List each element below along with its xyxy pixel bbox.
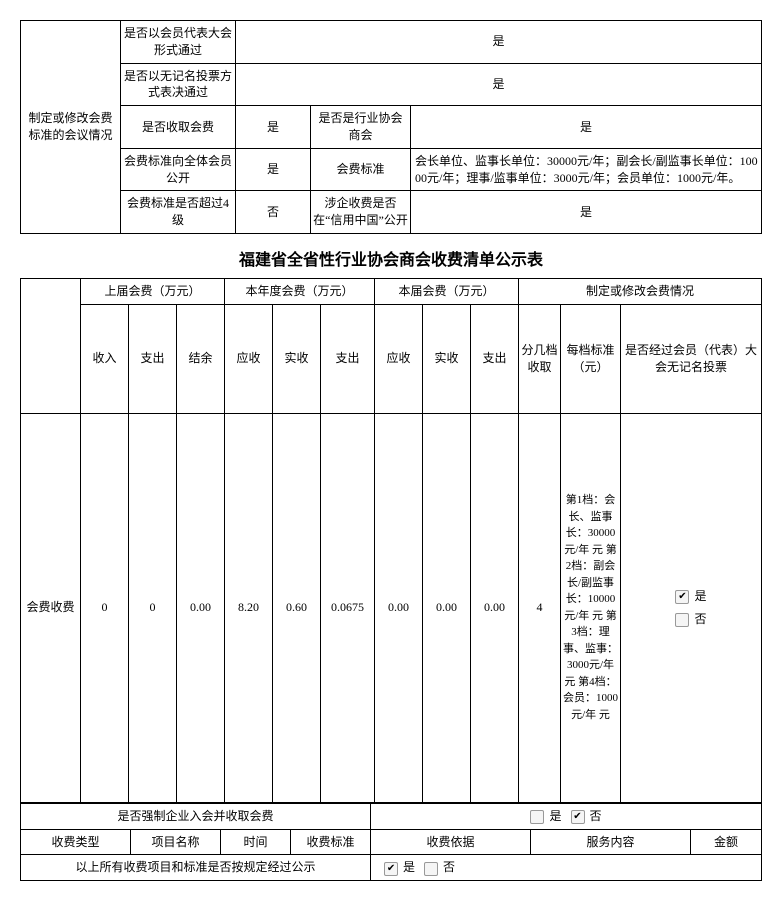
t3-h-proj: 项目名称 (131, 829, 221, 855)
t2-v-tiers: 4 (519, 413, 561, 802)
t1-r4-mid: 会费标准 (311, 148, 411, 191)
t2-sh-tierstd: 每档标准（元） (561, 304, 621, 413)
t1-r5-label: 会费标准是否超过4级 (121, 191, 236, 234)
t2-blank (21, 278, 81, 413)
t2-sh-recv: 实收 (273, 304, 321, 413)
t2-h-prev: 上届会费（万元） (81, 278, 225, 304)
checkbox-no-icon[interactable] (675, 613, 689, 627)
t2-v-prev-bal: 0.00 (177, 413, 225, 802)
fee-meeting-table: 制定或修改会费标准的会议情况 是否以会员代表大会形式通过 是 是否以无记名投票方… (20, 20, 762, 234)
cb-label: 是 (549, 809, 561, 823)
t2-sh-tiers: 分几档收取 (519, 304, 561, 413)
t2-v-term-recv: 0.00 (423, 413, 471, 802)
cb-no-label: 否 (694, 612, 706, 626)
t2-v-year-recvable: 8.20 (225, 413, 273, 802)
t2-rowlabel: 会费收费 (21, 413, 81, 802)
t2-sh-exp3: 支出 (471, 304, 519, 413)
cb-label: 是 (403, 860, 415, 874)
t1-r4-label: 会费标准向全体会员公开 (121, 148, 236, 191)
t1-r5-v1: 否 (236, 191, 311, 234)
t3-h-basis: 收费依据 (371, 829, 531, 855)
cb-yes-label: 是 (694, 589, 706, 603)
t2-v-prev-income: 0 (81, 413, 129, 802)
cb-label: 否 (590, 809, 602, 823)
t1-r5-v2: 是 (411, 191, 762, 234)
checkbox-pub-no-icon[interactable] (424, 862, 438, 876)
t2-sh-vote: 是否经过会员（代表）大会无记名投票 (621, 304, 762, 413)
t2-sh-exp2: 支出 (321, 304, 375, 413)
t2-sh-income: 收入 (81, 304, 129, 413)
t1-r5-mid: 涉企收费是否在“信用中国”公开 (311, 191, 411, 234)
t3-force-answer: 是 ✔ 否 (371, 803, 762, 829)
t2-sh-recvable2: 应收 (375, 304, 423, 413)
t3-q-force: 是否强制企业入会并收取会费 (21, 803, 371, 829)
fee-list-table: 上届会费（万元） 本年度会费（万元） 本届会费（万元） 制定或修改会费情况 收入… (20, 278, 762, 803)
t2-sh-recv2: 实收 (423, 304, 471, 413)
t2-h-year: 本年度会费（万元） (225, 278, 375, 304)
t2-h-mod: 制定或修改会费情况 (519, 278, 762, 304)
t3-h-time: 时间 (221, 829, 291, 855)
t2-v-vote: ✔ 是 否 (621, 413, 762, 802)
t1-r3-v2: 是 (411, 106, 762, 149)
t1-r3-mid: 是否是行业协会商会 (311, 106, 411, 149)
t3-h-amount: 金额 (691, 829, 762, 855)
t3-h-std: 收费标准 (291, 829, 371, 855)
checkbox-pub-yes-icon[interactable]: ✔ (384, 862, 398, 876)
t3-q-publish: 以上所有收费项目和标准是否按规定经过公示 (21, 855, 371, 881)
t3-h-type: 收费类型 (21, 829, 131, 855)
checkbox-yes-icon[interactable]: ✔ (675, 590, 689, 604)
t2-sh-balance: 结余 (177, 304, 225, 413)
t2-v-year-recv: 0.60 (273, 413, 321, 802)
t1-r2-val: 是 (236, 63, 762, 106)
t1-rowlabel: 制定或修改会费标准的会议情况 (21, 21, 121, 234)
t2-v-tierstd: 第1档：会长、监事长：30000元/年 元 第2档：副会长/副监事长：10000… (561, 413, 621, 802)
t2-v-term-exp: 0.00 (471, 413, 519, 802)
t1-r4-v2: 会长单位、监事长单位：30000元/年；副会长/副监事长单位：10000元/年；… (411, 148, 762, 191)
t1-r4-v1: 是 (236, 148, 311, 191)
t2-v-prev-exp: 0 (129, 413, 177, 802)
t1-r3-v1: 是 (236, 106, 311, 149)
t1-r3-label: 是否收取会费 (121, 106, 236, 149)
fee-extra-table: 是否强制企业入会并收取会费 是 ✔ 否 收费类型 项目名称 时间 收费标准 收费… (20, 803, 762, 881)
t1-r2-label: 是否以无记名投票方式表决通过 (121, 63, 236, 106)
cb-label: 否 (443, 860, 455, 874)
title-2: 福建省全省性行业协会商会收费清单公示表 (20, 234, 762, 278)
t2-v-term-recvable: 0.00 (375, 413, 423, 802)
t2-v-year-exp: 0.0675 (321, 413, 375, 802)
t3-publish-answer: ✔ 是 否 (371, 855, 762, 881)
t3-h-service: 服务内容 (531, 829, 691, 855)
t1-r1-label: 是否以会员代表大会形式通过 (121, 21, 236, 64)
t1-r1-val: 是 (236, 21, 762, 64)
t2-sh-expense: 支出 (129, 304, 177, 413)
t2-h-term: 本届会费（万元） (375, 278, 519, 304)
t2-sh-recvable: 应收 (225, 304, 273, 413)
checkbox-force-no-icon[interactable]: ✔ (571, 810, 585, 824)
checkbox-force-yes-icon[interactable] (530, 810, 544, 824)
